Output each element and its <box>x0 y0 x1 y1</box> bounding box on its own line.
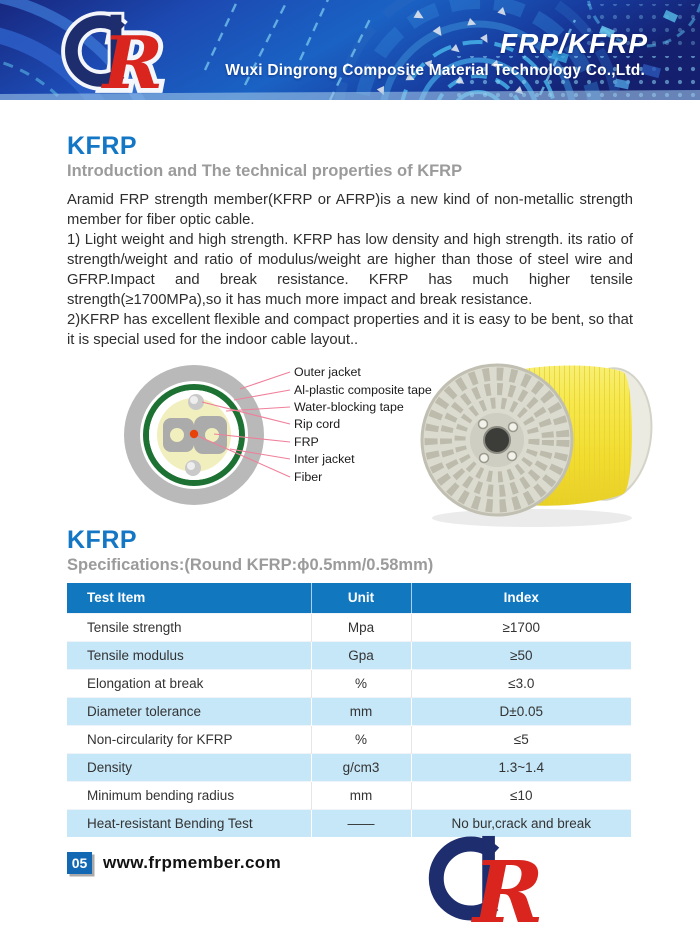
table-row: Tensile modulus Gpa ≥50 <box>67 641 631 669</box>
diagram-label-frp: FRP <box>294 435 319 449</box>
section-heading-kfrp-intro: KFRP <box>67 132 138 160</box>
website-url: www.frpmember.com <box>103 853 282 872</box>
cell-index: No bur,crack and break <box>410 809 631 837</box>
cell-unit: % <box>310 725 411 753</box>
cell-unit: mm <box>310 781 411 809</box>
company-name: Wuxi Dingrong Composite Material Technol… <box>225 62 645 79</box>
kfrp-spool-photo <box>420 363 653 527</box>
section-heading-kfrp-specs: KFRP <box>67 526 138 554</box>
cell-unit: % <box>310 669 411 697</box>
table-row: Elongation at break % ≤3.0 <box>67 669 631 697</box>
cable-cross-section-diagram: Outer jacket Al-plastic composite tape W… <box>124 365 432 505</box>
table-row: Density g/cm3 1.3~1.4 <box>67 753 631 781</box>
cell-index: ≥50 <box>410 641 631 669</box>
diagram-label-water-blocking-tape: Water-blocking tape <box>294 400 404 414</box>
page-number-badge: 05 <box>67 852 92 874</box>
company-logo-watermark: R <box>428 835 544 931</box>
column-header-unit: Unit <box>310 583 411 613</box>
cell-index: ≤5 <box>410 725 631 753</box>
cell-test-item: Heat-resistant Bending Test <box>87 815 253 831</box>
cell-test-item: Non-circularity for KFRP <box>87 731 233 747</box>
column-header-index: Index <box>410 583 631 613</box>
cell-test-item: Elongation at break <box>87 675 204 691</box>
svg-text:R: R <box>101 21 163 100</box>
cell-unit: —— <box>310 809 411 837</box>
table-row: Heat-resistant Bending Test —— No bur,cr… <box>67 809 631 837</box>
table-row: Non-circularity for KFRP % ≤5 <box>67 725 631 753</box>
header-banner: R R FRP/KFRP Wuxi Dingrong Composite Mat… <box>0 0 700 100</box>
intro-paragraphs: Aramid FRP strength member(KFRP or AFRP)… <box>67 190 633 350</box>
cell-test-item: Tensile modulus <box>87 647 184 663</box>
paragraph: 1) Light weight and high strength. KFRP … <box>67 232 633 308</box>
table-row: Tensile strength Mpa ≥1700 <box>67 613 631 641</box>
table-row: Minimum bending radius mm ≤10 <box>67 781 631 809</box>
section-subheading-specs: Specifications:(Round KFRP:ϕ0.5mm/0.58mm… <box>67 556 434 574</box>
cell-index: ≤10 <box>410 781 631 809</box>
diagram-label-rip-cord: Rip cord <box>294 417 340 431</box>
content-area: KFRP Introduction and The technical prop… <box>0 133 700 874</box>
cell-unit: Gpa <box>310 641 411 669</box>
svg-text:R: R <box>471 843 544 931</box>
paragraph: 2)KFRP has excellent flexible and compac… <box>67 312 633 348</box>
company-logo: R R <box>61 11 168 100</box>
cell-test-item: Density <box>87 759 133 775</box>
section-subheading-intro: Introduction and The technical propertie… <box>67 162 463 180</box>
cell-index: ≤3.0 <box>410 669 631 697</box>
figure-row: Outer jacket Al-plastic composite tape W… <box>67 360 653 527</box>
cell-index: 1.3~1.4 <box>410 753 631 781</box>
diagram-label-al-plastic-tape: Al-plastic composite tape <box>294 383 432 397</box>
column-header-test-item: Test Item <box>67 583 311 613</box>
diagram-label-inter-jacket: Inter jacket <box>294 452 355 466</box>
cell-unit: g/cm3 <box>310 753 411 781</box>
cell-test-item: Diameter tolerance <box>87 703 202 719</box>
paragraph: Aramid FRP strength member(KFRP or AFRP)… <box>67 192 633 228</box>
cell-unit: mm <box>310 697 411 725</box>
cell-index: ≥1700 <box>410 613 631 641</box>
cell-unit: Mpa <box>310 613 411 641</box>
table-row: Diameter tolerance mm D±0.05 <box>67 697 631 725</box>
cell-test-item: Tensile strength <box>87 619 182 635</box>
footer: 05 www.frpmember.com <box>67 852 633 874</box>
table-header-row: Test Item Unit Index <box>67 583 631 613</box>
cell-index: D±0.05 <box>410 697 631 725</box>
diagram-label-outer-jacket: Outer jacket <box>294 365 361 379</box>
diagram-label-fiber: Fiber <box>294 470 322 484</box>
specification-table: Test Item Unit Index Tensile strength Mp… <box>67 583 631 837</box>
page-title: FRP/KFRP <box>500 28 648 59</box>
cell-test-item: Minimum bending radius <box>87 787 235 803</box>
